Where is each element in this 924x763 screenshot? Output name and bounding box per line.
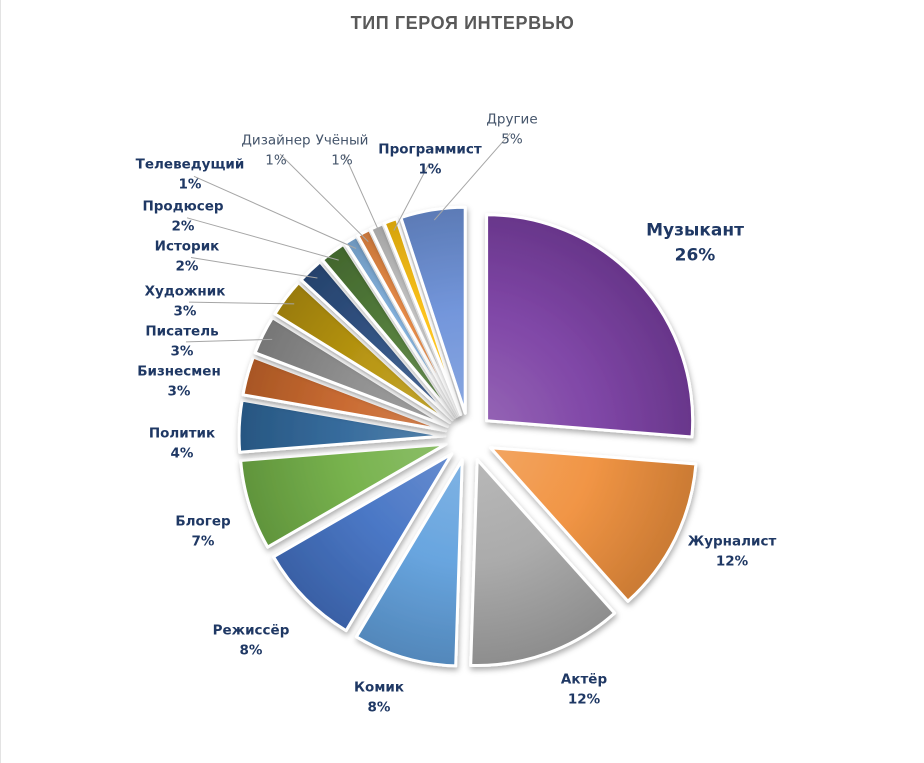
slice-label-value: 3%: [170, 343, 194, 359]
slice-label-text: Другие: [486, 111, 538, 128]
leader-line-10: [190, 257, 318, 279]
slice-label-value: 3%: [173, 303, 197, 319]
slice-label-text: Бизнесмен: [137, 363, 221, 380]
slice-label-15: Программист 1%: [378, 140, 481, 179]
slice-label-text: Политик: [148, 425, 216, 442]
pie-slice-0: [485, 213, 695, 439]
pie-slice-5: [239, 442, 448, 549]
slice-label-value: 1%: [178, 176, 202, 192]
pie-slice-10: [299, 260, 454, 422]
slice-label-12: Телеведущий 1%: [136, 155, 245, 194]
slice-label-text: Художник: [144, 283, 226, 300]
slice-label-4: Режиссёр 8%: [213, 621, 290, 660]
slice-label-value: 8%: [239, 642, 263, 658]
slice-label-8: Писатель 3%: [145, 322, 218, 361]
slice-label-value: 26%: [674, 245, 716, 265]
slice-label-value: 3%: [167, 383, 191, 399]
slice-label-value: 8%: [367, 699, 391, 715]
slice-label-3: Комик 8%: [354, 678, 404, 717]
slice-label-1: Журналист 12%: [688, 532, 777, 571]
slice-label-16: Другие 5%: [486, 110, 537, 149]
pie-slice-4: [272, 452, 454, 633]
slice-label-value: 2%: [171, 218, 195, 234]
pie-slice-3: [354, 458, 464, 668]
leader-line-9: [188, 301, 295, 305]
leader-line-16: [433, 132, 511, 221]
slice-label-text: Комик: [354, 679, 404, 696]
slice-label-value: 1%: [331, 152, 353, 168]
slice-label-11: Продюсер 2%: [142, 197, 223, 236]
slice-label-text: Программист: [378, 141, 482, 158]
slice-label-value: 4%: [170, 445, 194, 461]
leader-line-12: [193, 175, 357, 249]
slice-label-text: Музыкант: [646, 220, 744, 241]
slice-label-text: Учёный: [315, 132, 369, 149]
slice-label-9: Художник 3%: [145, 282, 226, 321]
pie-slice-15: [382, 217, 463, 416]
slice-label-text: Журналист: [687, 533, 777, 550]
slice-label-7: Бизнесмен 3%: [137, 362, 221, 401]
leader-line-15: [393, 162, 430, 231]
pie-slice-8: [253, 316, 449, 428]
pie-slice-9: [273, 281, 452, 424]
leader-line-14: [343, 153, 382, 236]
chart-title: ТИП ГЕРОЯ ИНТЕРВЬЮ: [350, 13, 575, 33]
slice-label-6: Политик 4%: [149, 424, 215, 463]
pie-slice-1: [489, 446, 698, 603]
pie-slice-2: [469, 458, 617, 667]
slice-label-text: Писатель: [145, 323, 219, 340]
slice-label-text: Телеведущий: [135, 156, 245, 173]
pie-slice-7: [241, 355, 448, 433]
slice-label-text: Режиссёр: [212, 622, 290, 639]
slice-label-text: Дизайнер: [241, 132, 311, 149]
slice-label-5: Блогер 7%: [175, 512, 230, 551]
slice-label-text: Историк: [154, 238, 220, 255]
slice-label-value: 7%: [191, 533, 215, 549]
leader-line-8: [185, 338, 273, 343]
slice-label-value: 1%: [265, 152, 287, 168]
slice-label-value: 2%: [175, 258, 199, 274]
pie-slice-6: [237, 398, 447, 454]
slice-label-2: Актёр 12%: [561, 670, 607, 709]
leader-line-13: [279, 153, 369, 243]
slice-label-text: Блогер: [175, 513, 231, 530]
slice-label-0: Музыкант 26%: [646, 218, 744, 267]
slice-label-13: Дизайнер 1%: [241, 131, 310, 170]
slice-label-value: 5%: [501, 131, 523, 147]
slice-label-value: 12%: [715, 553, 749, 569]
pie-slice-11: [320, 242, 457, 420]
slice-label-10: Историк 2%: [155, 237, 220, 276]
slice-label-value: 12%: [567, 691, 601, 707]
slice-label-text: Продюсер: [142, 198, 224, 215]
leader-line-11: [186, 217, 339, 261]
slice-label-text: Актёр: [560, 671, 608, 688]
slice-label-14: Учёный 1%: [316, 131, 369, 170]
slice-label-value: 1%: [418, 161, 442, 177]
